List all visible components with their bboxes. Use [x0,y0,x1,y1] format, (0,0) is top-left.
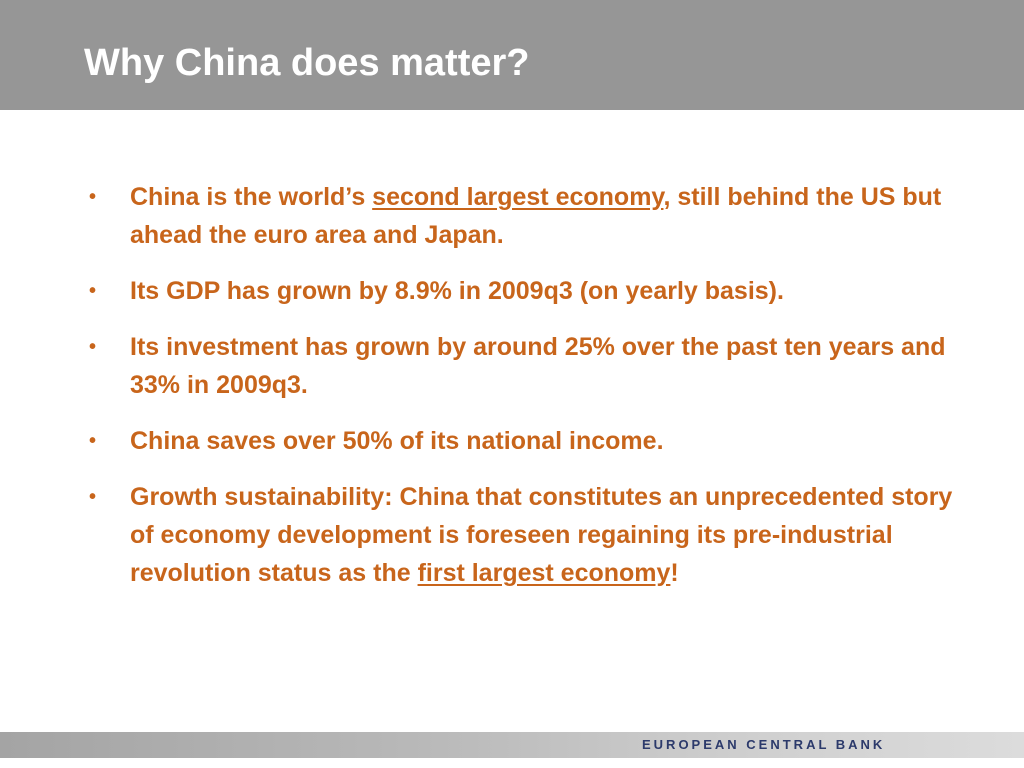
bullet-item-gdp-growth: • Its GDP has grown by 8.9% in 2009q3 (on… [84,272,964,310]
bullet-item-savings: • China saves over 50% of its national in… [84,422,964,460]
bullet-icon: • [89,430,97,452]
bullet-icon: • [89,186,97,208]
bullet-text: China saves over 50% of its national inc… [130,427,664,455]
bullet-text: Growth sustainability: China that consti… [130,483,953,587]
bullet-item-second-largest-economy: • China is the world’s second largest eco… [84,178,964,254]
title-bar: Why China does matter? [0,0,1024,110]
bullet-text: ! [670,559,679,587]
footer-bar: EUROPEAN CENTRAL BANK [0,732,1024,758]
footer-brand-label: EUROPEAN CENTRAL BANK [642,737,886,752]
bullet-text: Its GDP has grown by 8.9% in 2009q3 (on … [130,277,784,305]
bullet-text: , still behind the US but ahead the euro… [130,183,942,249]
underlined-phrase: second largest economy [372,183,664,211]
underlined-phrase: first largest economy [417,559,671,587]
bullet-icon: • [89,336,97,358]
bullet-list: • China is the world’s second largest eco… [84,178,964,610]
bullet-item-investment-growth: • Its investment has grown by around 25% … [84,328,964,404]
slide-title: Why China does matter? [84,42,530,84]
bullet-text: Its investment has grown by around 25% o… [130,333,946,399]
bullet-icon: • [89,280,97,302]
bullet-text: China is the world’s [130,183,373,211]
bullet-icon: • [89,486,97,508]
bullet-item-growth-sustainability: • Growth sustainability: China that const… [84,478,964,592]
